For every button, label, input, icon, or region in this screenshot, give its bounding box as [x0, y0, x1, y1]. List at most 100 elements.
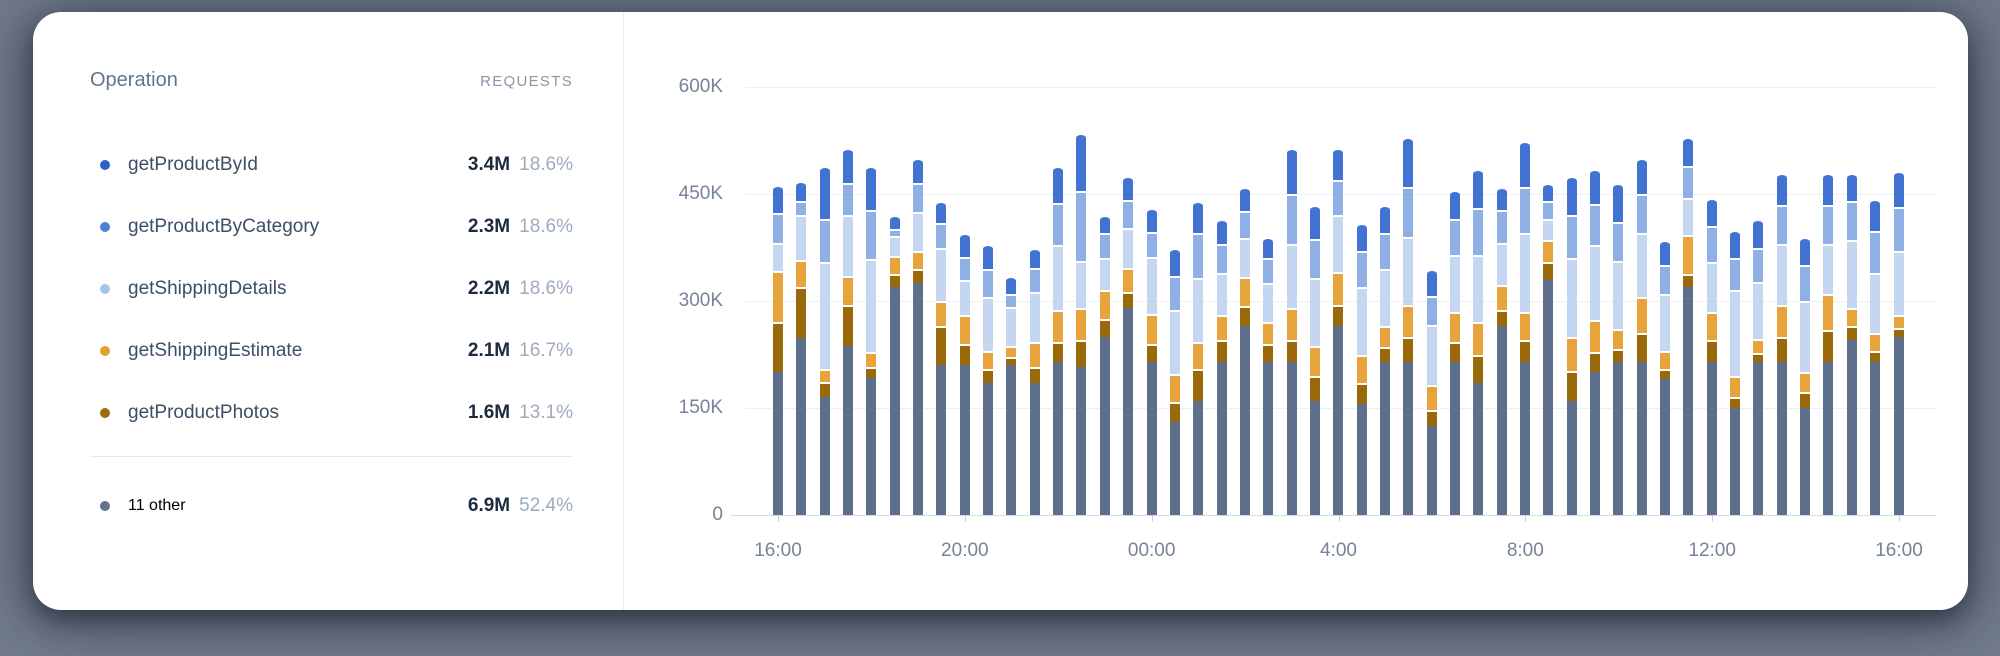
x-axis-baseline — [731, 515, 1936, 516]
chart-bar[interactable] — [889, 215, 900, 515]
chart-bar[interactable] — [1893, 171, 1904, 515]
chart-bar[interactable] — [866, 165, 877, 515]
bar-segment-11-other — [1076, 366, 1087, 515]
request-values: 2.1M 16.7% — [468, 340, 573, 362]
chart-bar[interactable] — [1403, 136, 1414, 515]
bar-segment-getProductByCategory — [1356, 251, 1367, 287]
other-operations-row[interactable]: 11 other 6.9M 52.4% — [33, 489, 623, 523]
bar-segment-getShippingDetails — [1379, 268, 1390, 326]
bar-segment-getProductPhotos — [1613, 348, 1624, 362]
chart-bar[interactable] — [1730, 229, 1741, 515]
bar-segment-getProductById — [1449, 190, 1460, 219]
bar-segment-getProductById — [1776, 172, 1787, 205]
bar-segment-getShippingDetails — [1473, 254, 1484, 323]
chart-bar[interactable] — [1286, 147, 1297, 515]
bar-segment-getProductPhotos — [1520, 340, 1530, 362]
chart-bar[interactable] — [1356, 222, 1367, 515]
bar-segment-getShippingDetails — [843, 215, 854, 277]
bar-segment-getProductById — [1309, 204, 1320, 239]
request-count: 2.3M — [467, 216, 511, 237]
bar-segment-getProductById — [819, 165, 830, 219]
bar-segment-11-other — [843, 345, 854, 515]
bar-segment-getProductByCategory — [1193, 233, 1204, 278]
bar-segment-11-other — [913, 283, 924, 515]
chart-bar[interactable] — [1216, 219, 1227, 515]
chart-bar[interactable] — [1379, 204, 1390, 515]
chart-bar[interactable] — [1449, 190, 1460, 515]
chart-bar[interactable] — [983, 243, 994, 515]
chart-bar[interactable] — [1776, 172, 1787, 515]
bar-segment-11-other — [1613, 361, 1624, 515]
bar-segment-getProductById — [1893, 171, 1904, 207]
bar-segment-getShippingEstimate — [1333, 272, 1344, 305]
operation-row[interactable]: getShippingEstimate 2.1M 16.7% — [33, 326, 623, 376]
operation-row[interactable]: getProductByCategory 2.3M 18.6% — [33, 202, 623, 252]
chart-bar[interactable] — [1496, 186, 1507, 515]
chart-bar[interactable] — [1473, 169, 1484, 515]
request-count: 1.6M — [467, 402, 511, 423]
chart-bar[interactable] — [936, 201, 947, 515]
chart-bar[interactable] — [1613, 183, 1624, 515]
bar-segment-getShippingDetails — [819, 261, 830, 369]
chart-bar[interactable] — [1123, 176, 1134, 515]
bar-segment-getShippingEstimate — [1146, 313, 1157, 344]
bar-segment-getProductByCategory — [1286, 194, 1297, 244]
chart-bar[interactable] — [1006, 276, 1017, 515]
chart-bar[interactable] — [1169, 247, 1180, 515]
bar-segment-getShippingDetails — [1870, 272, 1881, 334]
chart-bar[interactable] — [1146, 208, 1157, 515]
bar-segment-getShippingDetails — [1706, 261, 1717, 312]
bar-segment-11-other — [1753, 361, 1764, 515]
bar-segment-getProductByCategory — [1216, 243, 1227, 273]
chart-bar[interactable] — [1566, 176, 1577, 515]
x-axis-tick — [1151, 515, 1153, 522]
chart-bar[interactable] — [1846, 172, 1857, 515]
chart-bar[interactable] — [1426, 268, 1437, 515]
bar-segment-11-other — [796, 338, 807, 515]
bar-segment-getShippingDetails — [1403, 236, 1414, 305]
operation-row[interactable]: getShippingDetails 2.2M 18.6% — [33, 264, 623, 314]
other-row-content[interactable]: 11 other 6.9M 52.4% — [100, 495, 623, 516]
bar-segment-getProductById — [1566, 176, 1577, 216]
chart-bar[interactable] — [1800, 236, 1811, 515]
bar-segment-getProductByCategory — [1239, 211, 1250, 239]
bar-segment-getShippingDetails — [1823, 243, 1834, 294]
chart-bar[interactable] — [1309, 204, 1320, 515]
operation-row[interactable]: getProductPhotos 1.6M 13.1% — [33, 388, 623, 438]
y-axis-tick-label: 150K — [678, 397, 723, 418]
chart-bar[interactable] — [1193, 201, 1204, 515]
bar-segment-getShippingEstimate — [1823, 293, 1834, 330]
chart-bar[interactable] — [843, 147, 854, 515]
chart-bar[interactable] — [1076, 132, 1087, 515]
chart-bar[interactable] — [796, 181, 807, 515]
bar-segment-getProductById — [1123, 176, 1134, 200]
bar-segment-getShippingEstimate — [983, 350, 994, 369]
chart-bar[interactable] — [1753, 219, 1764, 515]
chart-bar[interactable] — [959, 233, 970, 515]
bar-segment-getProductPhotos — [1823, 329, 1834, 362]
chart-bar[interactable] — [1823, 172, 1834, 515]
bar-segment-getProductByCategory — [773, 212, 783, 243]
chart-bar[interactable] — [1053, 165, 1064, 515]
chart-bar[interactable] — [1099, 215, 1110, 515]
chart-bar[interactable] — [773, 185, 783, 515]
x-axis-tick-label: 00:00 — [1127, 540, 1176, 561]
chart-bar[interactable] — [1660, 240, 1671, 515]
chart-bar[interactable] — [1333, 147, 1344, 515]
chart-bar[interactable] — [1683, 136, 1694, 515]
operation-row[interactable]: getProductById 3.4M 18.6% — [33, 140, 623, 190]
bar-segment-getShippingEstimate — [1520, 311, 1530, 341]
chart-bar[interactable] — [819, 165, 830, 515]
chart-bar[interactable] — [1239, 186, 1250, 515]
chart-bar[interactable] — [1543, 183, 1554, 515]
chart-bar[interactable] — [1263, 236, 1274, 515]
bar-segment-getShippingDetails — [1800, 301, 1811, 373]
chart-bar[interactable] — [1029, 247, 1040, 515]
chart-bar[interactable] — [1870, 199, 1881, 515]
chart-bar[interactable] — [913, 158, 924, 515]
chart-bar[interactable] — [1636, 158, 1647, 515]
chart-bar[interactable] — [1706, 197, 1717, 515]
bar-segment-getShippingEstimate — [1309, 345, 1320, 376]
chart-bar[interactable] — [1590, 169, 1601, 515]
chart-bar[interactable] — [1520, 140, 1530, 515]
